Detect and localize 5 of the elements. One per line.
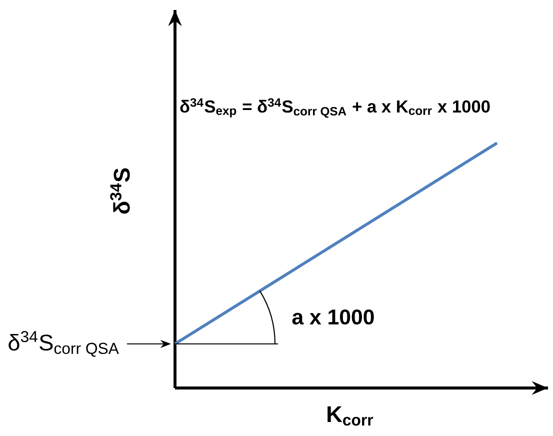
x-axis-title: K$_{corr}$ — [328, 406, 374, 426]
annotation: a x 1000 — [292, 309, 374, 325]
annotation: $\textrm{δ\textsuperscript{34}S\textsubscript{corr QSA}}$ — [8, 330, 119, 357]
text: $\textbf{δ\textsuperscript{34}S\textsubscript{exp} = δ\textsuperscript{34}S\textsubscript{corr QSA} + a x K\textsubscript{corr} x 1000}$ — [180, 98, 490, 118]
y-axis-title: δ$^{34}$S — [110, 168, 130, 214]
